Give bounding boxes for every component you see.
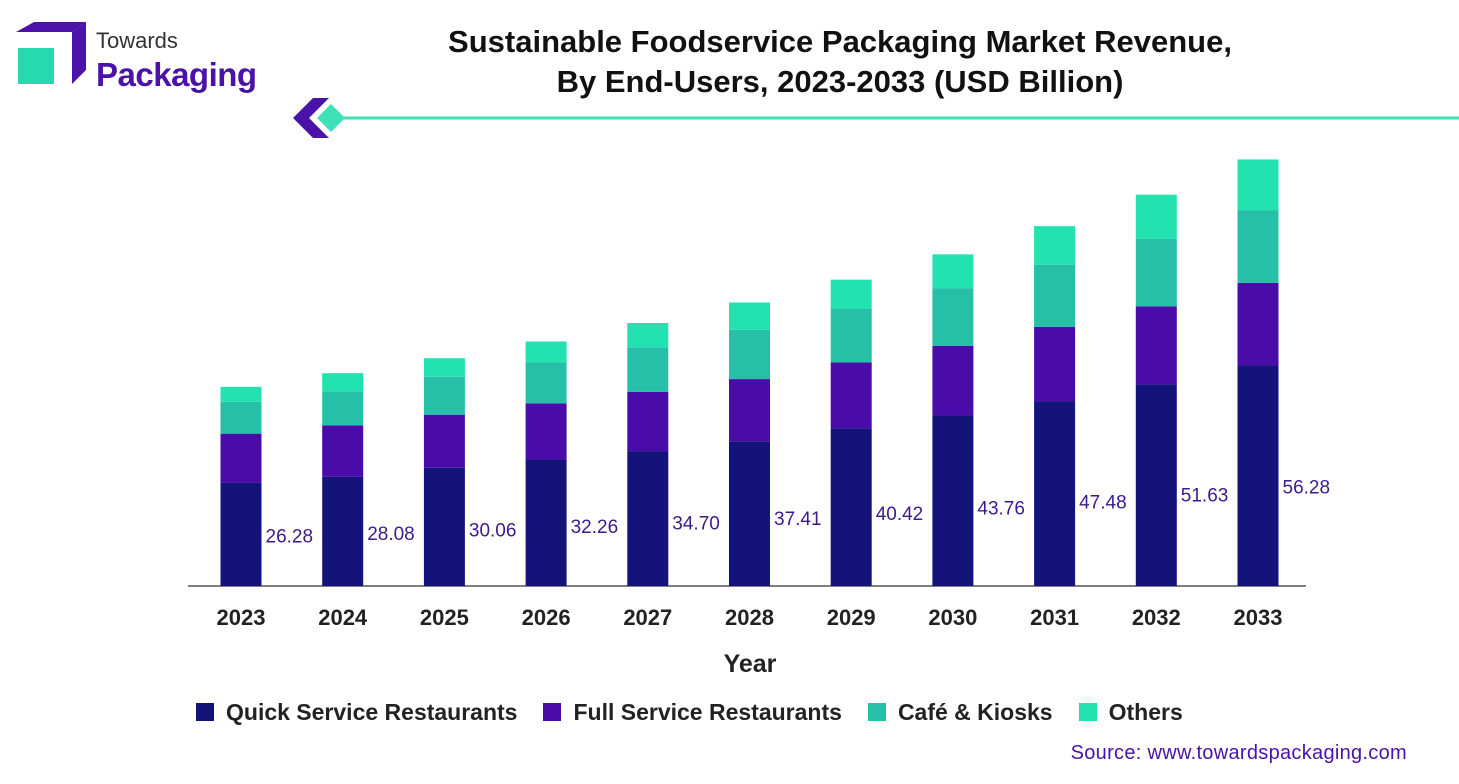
chart-title-line-1: Sustainable Foodservice Packaging Market… [448,24,1232,59]
legend-swatch-quick-service [196,703,214,721]
total-label-2023: 26.28 [266,527,314,548]
bar-2029-series-2 [830,308,872,363]
legend-swatch-full-service [543,703,562,721]
legend-item-quick-service: Quick Service Restaurants [196,699,517,726]
x-tick-label-2033: 2033 [1234,605,1283,630]
legend-item-others: Others [1078,698,1183,726]
legend-swatch-cafe-kiosks [867,703,886,721]
bar-2031-series-1 [1034,326,1076,402]
logo [16,22,86,84]
bar-2028-series-1 [729,379,770,442]
legend-swatch-others [1078,703,1097,721]
legend-item-cafe-kiosks: Café & Kiosks [867,698,1053,726]
x-tick-label-2028: 2028 [725,605,774,630]
bar-2033-series-3 [1237,159,1279,211]
bar-2030-series-1 [932,345,974,416]
bar-2029-series-1 [830,362,872,429]
x-tick-label-2030: 2030 [928,605,977,630]
bar-2031-series-2 [1034,264,1076,327]
bar-2028-series-2 [729,329,770,380]
bar-2024-series-1 [322,425,364,477]
bar-2032-series-3 [1135,194,1177,239]
bar-2030-series-3 [932,254,974,289]
bar-2025-series-0 [423,467,465,586]
bar-2024-series-2 [322,391,364,426]
bar-2025-series-3 [423,358,465,377]
logo-cube-face [18,48,54,84]
legend-label-quick-service: Quick Service Restaurants [226,698,518,725]
chart-title: Sustainable Foodservice Packaging Market… [340,22,1340,102]
bar-2027-series-2 [627,347,669,392]
legend-label-cafe-kiosks: Café & Kiosks [897,698,1053,725]
x-tick-label-2025: 2025 [420,605,469,630]
bar-2027-series-3 [627,323,669,348]
title-divider [293,98,1459,138]
bar-2030-series-0 [932,415,974,586]
total-label-2026: 32.26 [571,517,619,538]
logo-text-packaging: Packaging [96,56,257,93]
x-tick-label-2026: 2026 [522,605,571,630]
bar-2026-series-1 [525,403,567,460]
x-axis-label: Year [723,650,777,678]
bar-2024-series-0 [322,476,364,586]
bar-2033-series-0 [1237,365,1279,586]
legend-label-others: Others [1108,698,1183,725]
bar-2025-series-1 [423,414,465,468]
total-label-2029: 40.42 [876,504,924,525]
bar-2026-series-3 [525,341,567,363]
x-tick-label-2031: 2031 [1030,605,1079,630]
bar-2023-series-3 [220,386,262,402]
legend-label-full-service: Full Service Restaurants [573,698,842,725]
chart-title-line-2: By End-Users, 2023-2033 (USD Billion) [556,64,1124,99]
x-tick-label-2029: 2029 [827,605,876,630]
total-label-2028: 37.41 [774,509,822,530]
bar-2030-series-2 [932,288,974,346]
bar-2028-series-0 [729,441,770,586]
bar-2026-series-0 [525,459,567,586]
total-label-2032: 51.63 [1181,485,1229,506]
logo-cube-top [16,22,86,32]
bar-2028-series-3 [729,302,770,330]
bar-2032-series-0 [1135,384,1177,586]
bar-2032-series-2 [1135,238,1177,307]
total-label-2031: 47.48 [1079,492,1127,513]
total-label-2024: 28.08 [367,524,415,545]
bar-2023-series-2 [220,401,262,434]
bar-2031-series-3 [1034,226,1076,265]
bar-2029-series-0 [830,428,872,586]
bar-2033-series-2 [1237,210,1279,283]
total-label-2027: 34.70 [672,513,720,534]
total-label-2033: 56.28 [1283,477,1331,498]
logo-text-towards: Towards [96,28,178,53]
divider-chevron-dark [293,98,329,138]
logo-cube-side [72,22,86,84]
total-label-2025: 30.06 [469,520,517,541]
bar-2033-series-1 [1237,282,1279,366]
divider-diamond [317,104,345,132]
bar-2025-series-2 [423,376,465,415]
x-tick-label-2023: 2023 [217,605,266,630]
bar-2026-series-2 [525,362,567,404]
x-tick-label-2027: 2027 [623,605,672,630]
bar-2024-series-3 [322,373,364,392]
bar-2027-series-1 [627,391,669,452]
source-credit: Source: www.towardspackaging.com [1070,742,1407,764]
bar-2029-series-3 [830,279,872,309]
x-tick-label-2032: 2032 [1132,605,1181,630]
bar-2027-series-0 [627,451,669,586]
bar-2032-series-1 [1135,306,1177,385]
x-tick-label-2024: 2024 [318,605,368,630]
bar-2023-series-1 [220,433,262,483]
stacked-bar-chart: 26.28 2023 28.08 2024 30.06 2025 32.26 2026 34.7… [188,159,1331,630]
bar-2023-series-0 [220,482,262,586]
legend: Quick Service Restaurants Full Service R… [196,696,1209,728]
bar-2031-series-0 [1034,401,1076,586]
total-label-2030: 43.76 [977,498,1025,519]
legend-item-full-service: Full Service Restaurants [543,698,842,726]
